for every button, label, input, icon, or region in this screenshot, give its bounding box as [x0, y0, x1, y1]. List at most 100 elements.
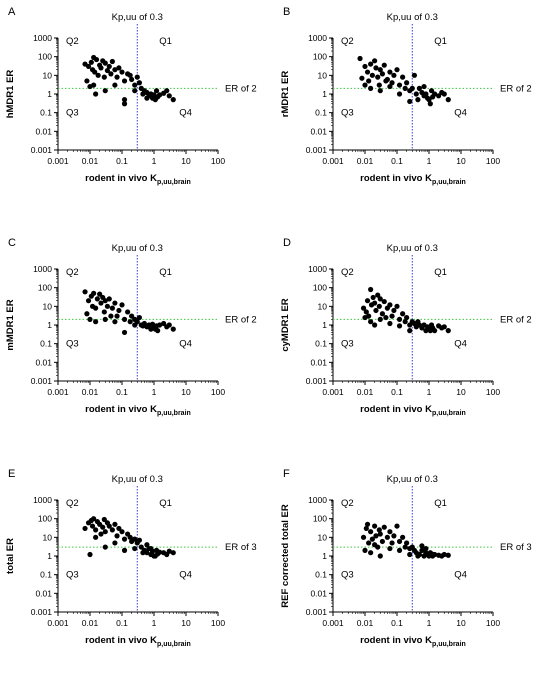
- quadrant-label-q4: Q4: [179, 339, 192, 350]
- x-axis-title-main: rodent in vivo K: [360, 173, 432, 184]
- data-point: [84, 78, 90, 84]
- x-axis-title-main: rodent in vivo K: [85, 173, 157, 184]
- y-tick-label: 0.1: [315, 108, 327, 118]
- data-point: [407, 98, 413, 105]
- data-point: [383, 78, 389, 84]
- data-point: [415, 553, 421, 559]
- data-point: [387, 545, 393, 552]
- data-point: [427, 101, 433, 107]
- data-point: [136, 537, 143, 543]
- y-tick-label: 0.001: [31, 607, 53, 617]
- data-point: [93, 91, 99, 97]
- y-tick-label: 1: [322, 551, 327, 561]
- data-point: [112, 300, 118, 306]
- x-tick-label: 1: [152, 618, 157, 628]
- data-point: [152, 553, 158, 559]
- data-point: [108, 71, 114, 77]
- panel-letter: A: [8, 6, 16, 18]
- quadrant-label-q1: Q1: [159, 36, 172, 47]
- x-tick-label: 100: [486, 387, 500, 397]
- y-tick-label: 1: [322, 89, 327, 99]
- data-point: [404, 80, 410, 86]
- data-point: [394, 523, 400, 529]
- data-point: [109, 305, 115, 311]
- data-point: [106, 523, 112, 529]
- data-point: [369, 536, 375, 542]
- panel-letter: E: [8, 468, 15, 480]
- data-point: [82, 525, 88, 532]
- x-tick-label: 0.01: [357, 156, 374, 166]
- data-point: [368, 550, 374, 556]
- y-tick-label: 0.01: [35, 357, 52, 367]
- data-point: [375, 74, 381, 80]
- data-point: [423, 91, 429, 97]
- data-point: [106, 63, 112, 70]
- data-point: [98, 300, 104, 306]
- data-point: [362, 82, 368, 88]
- x-tick-label: 0.1: [116, 156, 128, 166]
- data-point: [381, 524, 387, 530]
- data-point: [441, 551, 447, 558]
- y-tick-label: 10: [318, 301, 328, 311]
- data-point: [114, 74, 120, 80]
- data-point: [102, 316, 108, 322]
- data-point: [157, 549, 163, 555]
- y-tick-label: 1: [47, 551, 52, 561]
- quadrant-label-q3: Q3: [66, 570, 79, 581]
- y-tick-label: 0.01: [35, 588, 52, 598]
- y-tick-label: 1: [47, 320, 52, 330]
- data-point: [136, 80, 143, 86]
- data-point: [119, 302, 125, 308]
- y-axis-title: rMDR1 ER: [280, 71, 291, 118]
- data-point: [364, 298, 371, 304]
- data-point: [411, 72, 418, 78]
- data-point: [362, 63, 368, 70]
- panel-b: B 1000 100 10 1 0.1 0.01 0.001 0.001 0.01 0.1 1 10 10…: [275, 0, 550, 231]
- x-axis-title-subscript: p,uu,brain: [432, 179, 466, 186]
- data-point: [109, 527, 115, 533]
- data-point: [359, 75, 365, 81]
- data-point: [87, 551, 93, 558]
- data-point: [116, 307, 122, 314]
- data-point: [91, 516, 97, 522]
- data-point: [373, 65, 379, 71]
- y-tick-label: 100: [38, 514, 52, 524]
- data-point: [166, 548, 172, 554]
- x-axis-title: rodent in vivo Kp,uu,brain: [85, 635, 191, 648]
- data-point: [404, 314, 410, 321]
- data-point: [360, 305, 367, 311]
- data-point: [112, 540, 118, 546]
- x-axis-title-main: rodent in vivo K: [85, 404, 157, 415]
- data-point: [119, 69, 125, 75]
- data-point: [140, 323, 146, 329]
- x-axis-title-main: rodent in vivo K: [360, 404, 432, 415]
- kpuu-threshold-label: Kp,uu of 0.3: [387, 243, 438, 254]
- data-point: [121, 97, 128, 103]
- panel-f: F 1000 100 10 1 0.1 0.01 0.001 0.001 0.01 0.1 1 10 10…: [275, 462, 550, 693]
- data-point: [387, 83, 393, 90]
- y-tick-label: 0.1: [40, 108, 52, 118]
- x-tick-label: 100: [211, 156, 225, 166]
- data-point: [108, 313, 114, 319]
- data-point: [419, 543, 425, 549]
- data-point: [106, 296, 112, 302]
- x-tick-label: 0.001: [47, 387, 69, 397]
- quadrant-label-q4: Q4: [454, 108, 467, 119]
- y-tick-label: 0.01: [310, 126, 327, 136]
- data-point: [125, 309, 131, 315]
- data-point: [121, 547, 128, 553]
- data-point: [373, 533, 379, 539]
- x-axis-title-main: rodent in vivo K: [360, 635, 432, 646]
- y-axis-title: total ER: [5, 538, 16, 574]
- data-point: [84, 311, 90, 317]
- data-point: [121, 536, 128, 542]
- x-tick-label: 1: [427, 156, 432, 166]
- data-point: [394, 303, 400, 309]
- data-point: [396, 91, 403, 97]
- data-point: [396, 82, 403, 88]
- panel-c: C 1000 100 10 1 0.1 0.01 0.001 0.001 0.01 0.1 1 10 10…: [0, 231, 275, 462]
- x-tick-label: 1: [427, 618, 432, 628]
- y-tick-label: 0.01: [310, 357, 327, 367]
- panel-letter: F: [283, 468, 290, 480]
